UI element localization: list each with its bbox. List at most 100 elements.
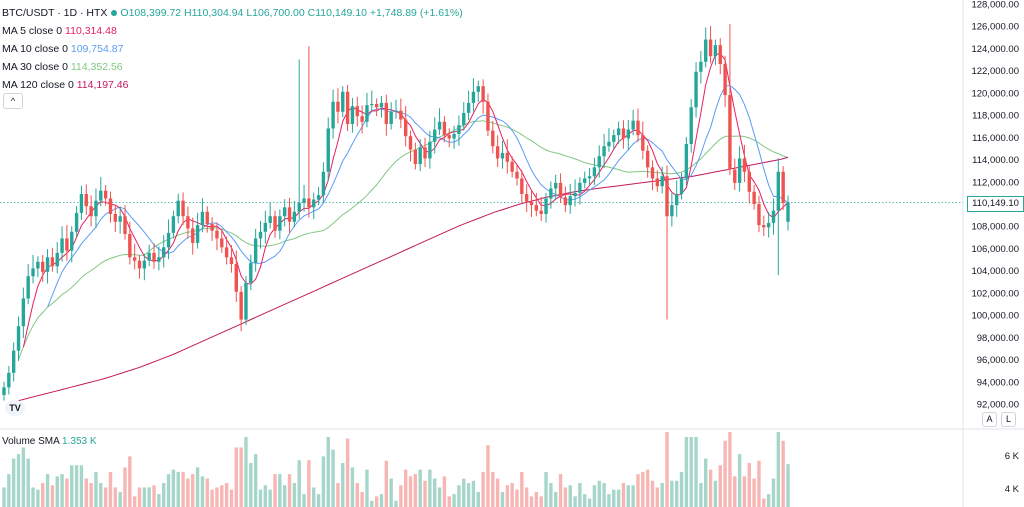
volume-bar bbox=[103, 487, 108, 507]
ma10-row[interactable]: MA 10 close 0 109,754.87 bbox=[2, 40, 463, 58]
candle-body bbox=[152, 252, 156, 262]
candle-body bbox=[229, 257, 234, 264]
volume-bar bbox=[292, 483, 297, 507]
volume-bar bbox=[583, 494, 587, 507]
volume-bar bbox=[704, 458, 708, 507]
volume-bar bbox=[621, 483, 626, 507]
candle-body bbox=[36, 261, 40, 269]
ma10-value: 109,754.87 bbox=[70, 43, 124, 55]
volume-bar bbox=[723, 440, 727, 507]
volume-bar bbox=[626, 485, 630, 507]
auto-scale-button[interactable]: A bbox=[982, 412, 997, 427]
candle-body bbox=[418, 147, 422, 164]
candle-body bbox=[786, 202, 790, 222]
candle-body bbox=[452, 134, 456, 139]
volume-bar bbox=[520, 471, 524, 507]
volume-bar bbox=[655, 487, 660, 507]
candle-body bbox=[287, 207, 292, 222]
candle-body bbox=[762, 225, 766, 228]
volume-bar bbox=[631, 485, 635, 507]
candle-body bbox=[578, 182, 582, 193]
candle-body bbox=[515, 171, 519, 179]
tradingview-logo[interactable]: TV bbox=[5, 400, 25, 416]
volume-bar bbox=[360, 491, 364, 507]
candle-body bbox=[2, 387, 6, 396]
ma10-label: MA 10 close 0 bbox=[2, 43, 68, 55]
candle-body bbox=[408, 136, 413, 150]
log-scale-button[interactable]: L bbox=[1001, 412, 1016, 427]
volume-bar bbox=[554, 491, 558, 507]
candle-body bbox=[462, 112, 466, 126]
volume-bar bbox=[70, 465, 74, 507]
volume-value: 1.353 K bbox=[62, 436, 97, 447]
y-tick-label: 126,000.00 bbox=[971, 22, 1019, 33]
y-tick-label: 100,000.00 bbox=[971, 311, 1019, 322]
candle-body bbox=[258, 231, 263, 239]
candle-body bbox=[573, 192, 577, 197]
candle-body bbox=[302, 198, 306, 203]
volume-bar bbox=[757, 460, 761, 507]
candle-body bbox=[684, 144, 689, 179]
ma120-row[interactable]: MA 120 close 0 114,197.46 bbox=[2, 76, 463, 94]
candle-body bbox=[176, 200, 180, 217]
volume-bar bbox=[524, 487, 529, 507]
candle-body bbox=[191, 228, 195, 243]
y-tick-label: 128,000.00 bbox=[971, 0, 1019, 11]
candle-body bbox=[45, 257, 50, 272]
candle-body bbox=[389, 111, 393, 124]
candle-body bbox=[781, 171, 785, 203]
volume-bar bbox=[89, 483, 93, 507]
last-price-tag: 110,149.10 bbox=[967, 196, 1024, 212]
volume-bar bbox=[7, 474, 11, 507]
candle-body bbox=[447, 135, 451, 139]
ma5-row[interactable]: MA 5 close 0 110,314.48 bbox=[2, 22, 463, 40]
volume-bar bbox=[408, 476, 413, 507]
market-status-dot bbox=[111, 10, 118, 17]
ma30-label: MA 30 close 0 bbox=[2, 61, 68, 73]
candle-body bbox=[757, 204, 761, 226]
candle-body bbox=[244, 282, 248, 320]
candle-body bbox=[249, 262, 253, 283]
volume-bar bbox=[118, 491, 122, 507]
volume-bar bbox=[481, 471, 485, 507]
candle-body bbox=[442, 121, 447, 136]
symbol-title[interactable]: BTC/USDT · 1D · HTX bbox=[2, 7, 108, 19]
candle-body bbox=[55, 252, 59, 267]
volume-bar bbox=[442, 476, 447, 507]
ma30-row[interactable]: MA 30 close 0 114,352.56 bbox=[2, 58, 463, 76]
y-tick-label: 98,000.00 bbox=[977, 333, 1019, 344]
y-tick-label: 96,000.00 bbox=[977, 355, 1019, 366]
collapse-legend-button[interactable]: ^ bbox=[3, 93, 23, 109]
candle-body bbox=[660, 176, 664, 187]
candle-body bbox=[142, 260, 147, 269]
volume-bar bbox=[665, 432, 669, 507]
y-tick-label: 106,000.00 bbox=[971, 244, 1019, 255]
volume-bar bbox=[21, 447, 26, 507]
candle-body bbox=[476, 86, 480, 92]
y-tick-label: 122,000.00 bbox=[971, 66, 1019, 77]
candle-body bbox=[650, 167, 655, 179]
volume-bar bbox=[563, 487, 568, 507]
y-tick-label: 112,000.00 bbox=[972, 177, 1019, 188]
volume-bar bbox=[491, 471, 495, 507]
volume-bar bbox=[592, 485, 597, 507]
candle-body bbox=[437, 121, 442, 130]
candle-body bbox=[99, 190, 103, 201]
volume-bar bbox=[428, 469, 432, 507]
volume-bar bbox=[181, 471, 185, 507]
candle-body bbox=[137, 260, 142, 269]
volume-legend[interactable]: Volume SMA 1.353 K bbox=[2, 436, 97, 447]
ohlc-values: O108,399.72 H110,304.94 L106,700.00 C110… bbox=[120, 7, 463, 19]
symbol-row: BTC/USDT · 1D · HTX O108,399.72 H110,304.… bbox=[2, 4, 463, 22]
volume-bar bbox=[379, 494, 384, 507]
volume-bar bbox=[316, 494, 321, 507]
volume-bar bbox=[670, 480, 674, 507]
candle-body bbox=[103, 190, 108, 199]
candle-body bbox=[631, 120, 635, 130]
volume-bar bbox=[11, 458, 16, 507]
candle-body bbox=[379, 102, 384, 108]
candle-body bbox=[704, 39, 708, 62]
volume-bar bbox=[549, 483, 553, 507]
candle-body bbox=[733, 169, 737, 183]
volume-bar bbox=[660, 483, 664, 507]
